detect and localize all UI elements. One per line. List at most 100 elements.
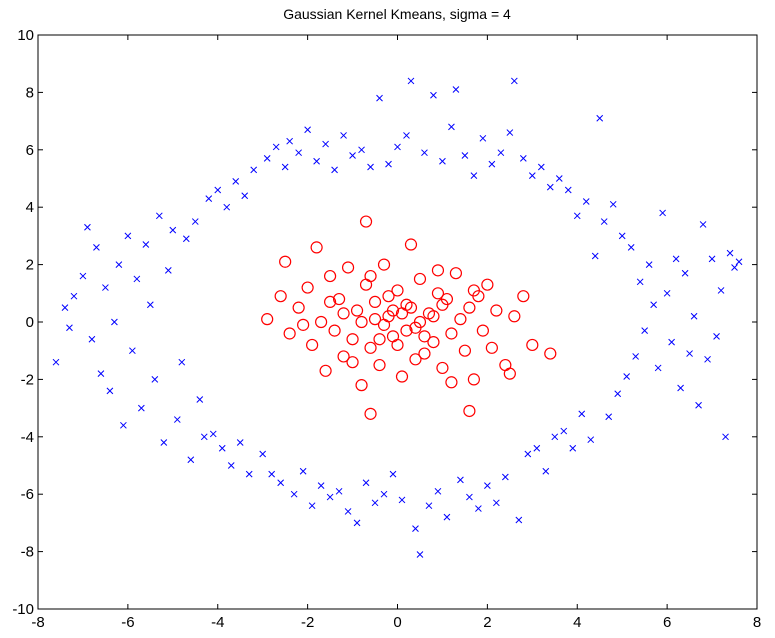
data-point-x <box>241 192 249 200</box>
data-point-circle <box>315 315 328 329</box>
x-tick-label: 0 <box>393 614 401 631</box>
data-point-circle <box>377 318 391 331</box>
data-point-x <box>717 287 725 294</box>
data-point-x <box>466 493 473 501</box>
data-point-x <box>124 232 132 240</box>
data-point-x <box>227 462 235 469</box>
data-point-x <box>470 172 478 179</box>
data-point-x <box>596 114 604 122</box>
data-point-x <box>115 261 123 268</box>
y-tick-label: 8 <box>26 84 34 101</box>
data-point-x <box>263 155 271 162</box>
data-point-x <box>708 255 716 263</box>
data-point-x <box>129 347 136 355</box>
data-point-x <box>479 134 487 142</box>
data-point-x <box>308 502 316 510</box>
data-point-x <box>340 132 347 139</box>
data-point-x <box>322 140 329 148</box>
y-tick-label: -6 <box>21 486 34 503</box>
data-point-x <box>259 450 267 458</box>
data-point-circle <box>391 338 404 352</box>
data-point-x <box>169 226 177 234</box>
data-point-x <box>272 143 280 151</box>
data-point-x <box>138 404 145 412</box>
data-point-circle <box>337 350 350 363</box>
data-point-x <box>704 355 711 363</box>
data-point-circle <box>413 272 427 286</box>
data-point-x <box>484 482 491 489</box>
data-point-x <box>331 166 338 174</box>
data-point-x <box>97 370 105 378</box>
data-point-x <box>641 327 649 334</box>
y-tick-label: -4 <box>21 429 34 446</box>
data-point-x <box>349 152 356 159</box>
data-point-x <box>218 444 226 452</box>
y-tick-label: 4 <box>26 199 34 216</box>
chart-title: Gaussian Kernel Kmeans, sigma = 4 <box>283 6 511 22</box>
data-point-x <box>524 450 532 458</box>
data-point-circle <box>310 241 323 254</box>
data-point-x <box>618 232 626 240</box>
x-tick-label: -2 <box>301 614 314 631</box>
data-point-x <box>591 252 599 260</box>
data-point-x <box>398 496 406 504</box>
x-tick-label: 8 <box>753 614 761 631</box>
data-point-circle <box>364 269 377 283</box>
data-point-circle <box>445 327 458 340</box>
data-point-x <box>362 479 370 487</box>
data-point-x <box>385 160 392 168</box>
data-point-circle <box>517 290 530 303</box>
data-point-x <box>681 269 689 277</box>
data-point-x <box>533 444 541 452</box>
data-point-circle <box>436 298 449 311</box>
data-point-circle <box>355 315 368 329</box>
data-point-circle <box>346 356 359 369</box>
data-point-x <box>452 86 460 93</box>
data-point-x <box>677 384 684 392</box>
data-point-x <box>632 353 640 360</box>
y-tick-label: -10 <box>12 601 34 618</box>
data-point-circle <box>395 307 409 320</box>
data-point-circle <box>261 313 274 326</box>
data-point-x <box>380 490 388 498</box>
data-point-x <box>313 157 320 165</box>
x-tick-label: -6 <box>121 614 134 631</box>
data-point-circle <box>427 310 440 323</box>
data-point-x <box>102 284 109 291</box>
data-point-x <box>61 304 69 312</box>
data-point-circle <box>319 364 332 377</box>
x-tick-label: -8 <box>31 614 44 631</box>
data-point-x <box>142 241 150 248</box>
data-point-x <box>555 175 563 182</box>
data-point-x <box>515 516 523 524</box>
data-point-x <box>173 416 181 423</box>
x-tick-label: 4 <box>573 614 581 631</box>
data-point-x <box>501 473 509 481</box>
data-point-x <box>699 221 707 228</box>
data-point-x <box>726 249 734 257</box>
data-point-x <box>722 433 729 441</box>
data-point-x <box>421 149 428 157</box>
data-point-x <box>412 525 419 532</box>
data-point-circle <box>449 267 463 280</box>
data-point-x <box>250 166 258 174</box>
data-point-circle <box>467 284 480 297</box>
data-point-x <box>295 149 302 157</box>
data-point-circle <box>337 307 350 320</box>
data-point-x <box>344 508 352 515</box>
data-point-circle <box>368 295 382 309</box>
data-point-x <box>564 186 572 194</box>
data-point-x <box>600 218 608 225</box>
data-point-circle <box>544 347 557 360</box>
data-point-circle <box>404 238 418 251</box>
data-point-x <box>200 433 208 441</box>
data-point-x <box>461 152 469 159</box>
data-point-x <box>443 513 451 521</box>
data-point-x <box>537 163 545 171</box>
data-point-x <box>731 264 738 271</box>
data-point-circle <box>323 295 337 309</box>
y-tick-label: 10 <box>17 27 34 44</box>
data-point-x <box>650 301 657 309</box>
y-tick-label: 0 <box>26 314 34 331</box>
